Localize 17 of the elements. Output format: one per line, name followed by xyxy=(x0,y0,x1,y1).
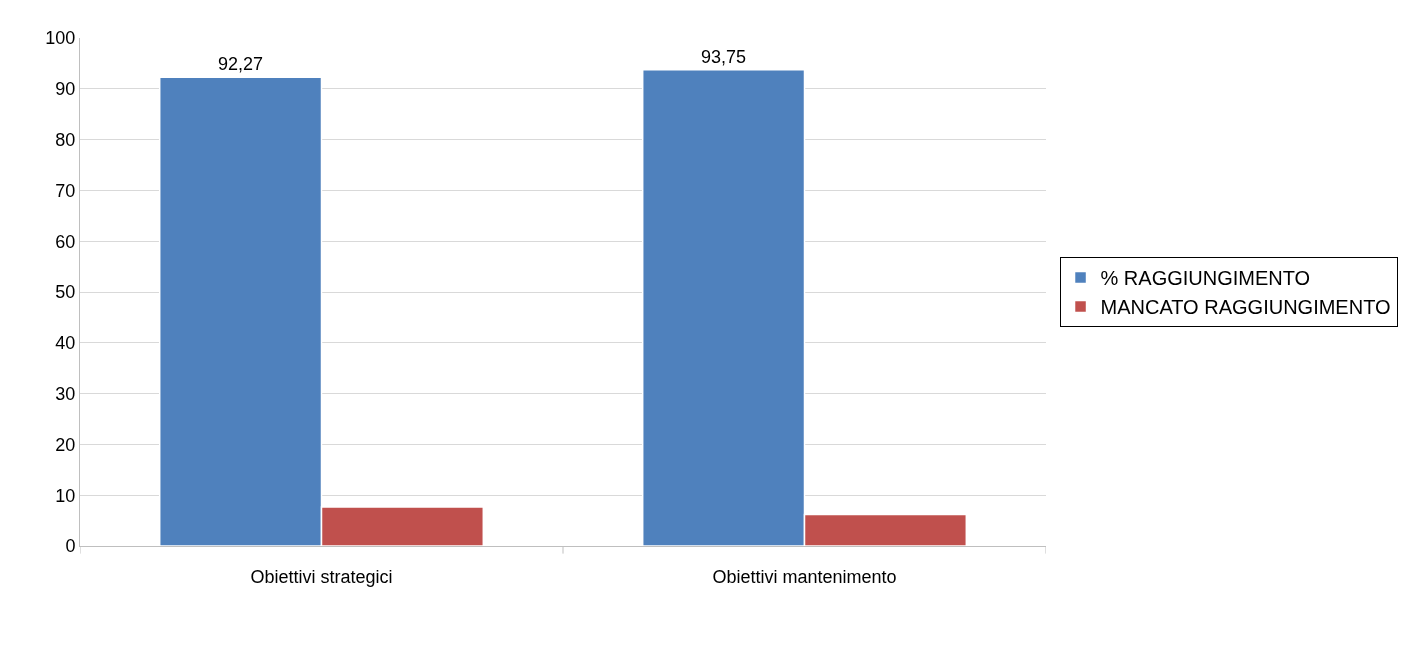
y-tick-label: 60 xyxy=(55,231,76,252)
y-tick-label: 70 xyxy=(55,180,76,201)
y-tick-label: 30 xyxy=(55,383,76,404)
data-label: 92,27 xyxy=(218,54,264,75)
y-tick-label: 40 xyxy=(55,333,76,354)
y-tick-label: 90 xyxy=(55,79,76,100)
data-label: 93,75 xyxy=(701,46,747,67)
y-tick-label: 80 xyxy=(55,129,76,150)
y-tick-label: 20 xyxy=(55,434,76,455)
y-tick-label: 100 xyxy=(45,28,76,49)
legend-label: MANCATO RAGGIUNGIMENTO xyxy=(1100,296,1391,319)
y-tick-label: 50 xyxy=(55,282,76,303)
y-tick-label: 0 xyxy=(65,536,76,557)
x-tick-label: Obiettivi mantenimento xyxy=(712,566,897,587)
y-tick-label: 10 xyxy=(55,485,76,506)
x-tick-label: Obiettivi strategici xyxy=(250,566,393,587)
legend-label: % RAGGIUNGIMENTO xyxy=(1100,267,1311,290)
